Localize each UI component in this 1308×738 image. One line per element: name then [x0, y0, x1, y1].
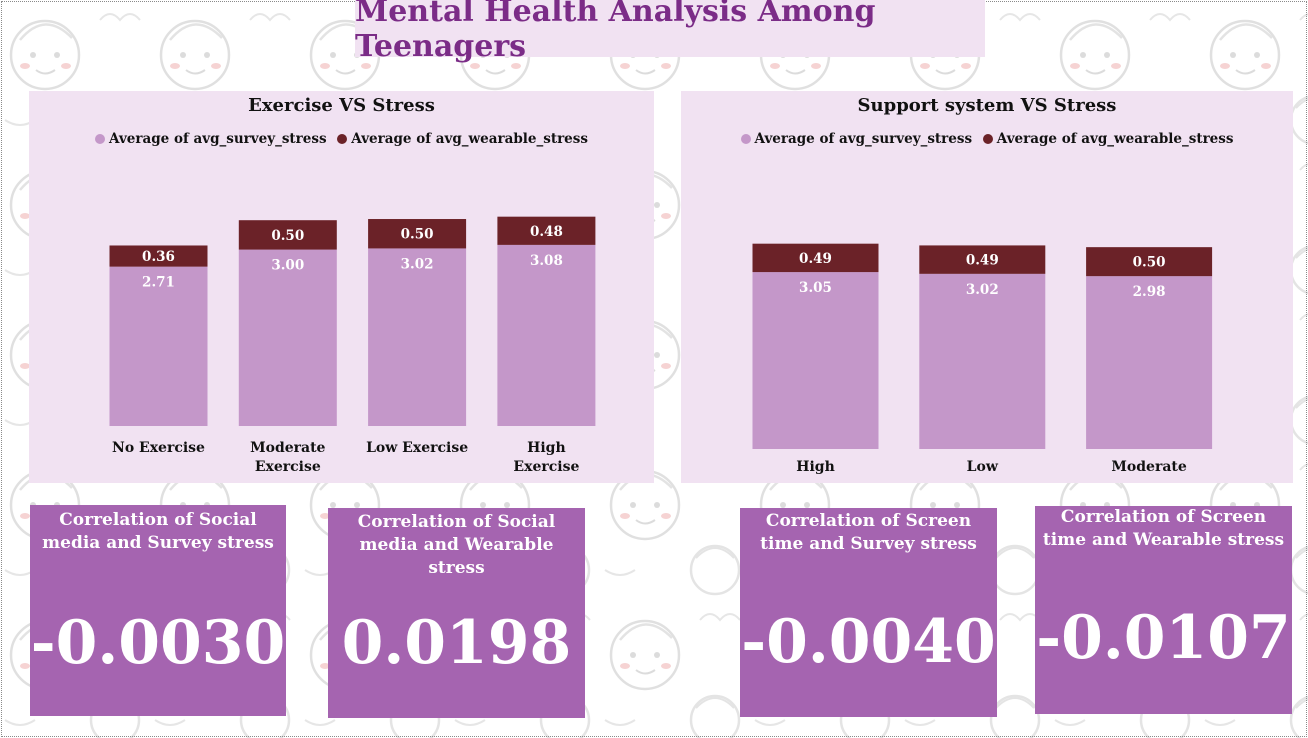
bar-wearable-stress [238, 220, 337, 250]
category-label: High [527, 440, 566, 456]
bar-survey-stress [238, 249, 337, 426]
category-label: Moderate [1111, 459, 1186, 475]
kpi-value: -0.0030 [30, 608, 286, 678]
exercise-stress-chart-panel: Exercise VS Stress Average of avg_survey… [29, 91, 654, 483]
data-label-wearable: 0.36 [142, 249, 175, 265]
chart-legend: Average of avg_survey_stress Average of … [681, 131, 1293, 148]
category-label: Exercise [255, 459, 321, 475]
bar-wearable-stress [368, 219, 467, 249]
legend-swatch-wearable [337, 134, 348, 144]
kpi-title: Correlation of Social media and Survey s… [42, 510, 274, 553]
chart-title: Exercise VS Stress [248, 95, 435, 116]
bar-survey-stress [919, 273, 1046, 449]
data-label-wearable: 0.50 [271, 228, 304, 244]
data-label-survey: 2.98 [1133, 284, 1166, 300]
bar-wearable-stress [919, 245, 1046, 274]
bar-survey-stress [752, 272, 879, 449]
kpi-title: Correlation of Screen time and Survey st… [760, 511, 977, 554]
legend-label: Average of avg_survey_stress [109, 131, 327, 147]
dashboard-title-banner: Mental Health Analysis Among Teenagers [355, 0, 985, 64]
data-label-wearable: 0.48 [530, 224, 563, 240]
chart-legend: Average of avg_survey_stress Average of … [29, 131, 654, 148]
category-label: Exercise [513, 459, 579, 475]
chart-title: Support system VS Stress [857, 95, 1117, 116]
data-label-wearable: 0.49 [966, 253, 999, 269]
legend-item-wearable: Average of avg_wearable_stress [982, 131, 1234, 147]
kpi-card-social-wearable: Correlation of Social media and Wearable… [328, 508, 585, 718]
data-label-survey: 2.71 [142, 275, 175, 291]
data-label-wearable: 0.50 [401, 227, 434, 243]
legend-label: Average of avg_wearable_stress [351, 131, 588, 147]
bar-wearable-stress [109, 245, 208, 267]
data-label-wearable: 0.50 [1133, 255, 1166, 271]
legend-item-survey: Average of avg_survey_stress [740, 131, 973, 147]
kpi-title: Correlation of Social media and Wearable… [357, 512, 556, 578]
data-label-survey: 3.02 [966, 282, 999, 298]
data-label-survey: 3.02 [401, 256, 434, 272]
bar-wearable-stress [752, 243, 879, 273]
kpi-card-screen-survey: Correlation of Screen time and Survey st… [740, 508, 997, 717]
exercise-stress-chart: 2.71 0.36 No Exercise 3.00 0.50 Moderate Exerc… [109, 216, 596, 475]
legend-label: Average of avg_survey_stress [754, 131, 973, 147]
bar-survey-stress [1086, 276, 1213, 449]
legend-swatch-survey [740, 134, 751, 144]
legend-item-survey: Average of avg_survey_stress [95, 131, 327, 147]
kpi-card-social-survey: Correlation of Social media and Survey s… [30, 505, 286, 716]
data-label-survey: 3.00 [271, 258, 304, 274]
legend-label: Average of avg_wearable_stress [996, 131, 1234, 147]
legend-item-wearable: Average of avg_wearable_stress [337, 131, 588, 147]
kpi-value: -0.0107 [1036, 603, 1291, 673]
kpi-value: -0.0040 [741, 607, 996, 677]
bar-wearable-stress [1086, 247, 1213, 277]
dashboard-title: Mental Health Analysis Among Teenagers [355, 0, 876, 64]
kpi-card-screen-wearable: Correlation of Screen time and Wearable … [1035, 506, 1292, 714]
data-label-survey: 3.05 [799, 280, 832, 296]
bar-survey-stress [497, 244, 596, 426]
category-label: Low Exercise [366, 440, 468, 456]
category-label: No Exercise [112, 440, 205, 456]
legend-swatch-wearable [982, 134, 993, 144]
legend-swatch-survey [95, 134, 106, 144]
category-label: Moderate [250, 440, 325, 456]
bar-survey-stress [368, 248, 467, 426]
support-stress-chart: 3.05 0.49 High 3.02 0.49 Low 2.98 0.50 Moderate [752, 243, 1213, 475]
support-stress-chart-panel: Support system VS Stress Average of avg_… [681, 91, 1293, 483]
bar-survey-stress [109, 266, 208, 426]
category-label: High [796, 459, 835, 475]
kpi-value: 0.0198 [341, 608, 572, 678]
bar-wearable-stress [497, 216, 596, 245]
data-label-survey: 3.08 [530, 253, 563, 269]
category-label: Low [967, 459, 999, 475]
kpi-title: Correlation of Screen time and Wearable … [1042, 507, 1285, 550]
data-label-wearable: 0.49 [799, 251, 832, 267]
